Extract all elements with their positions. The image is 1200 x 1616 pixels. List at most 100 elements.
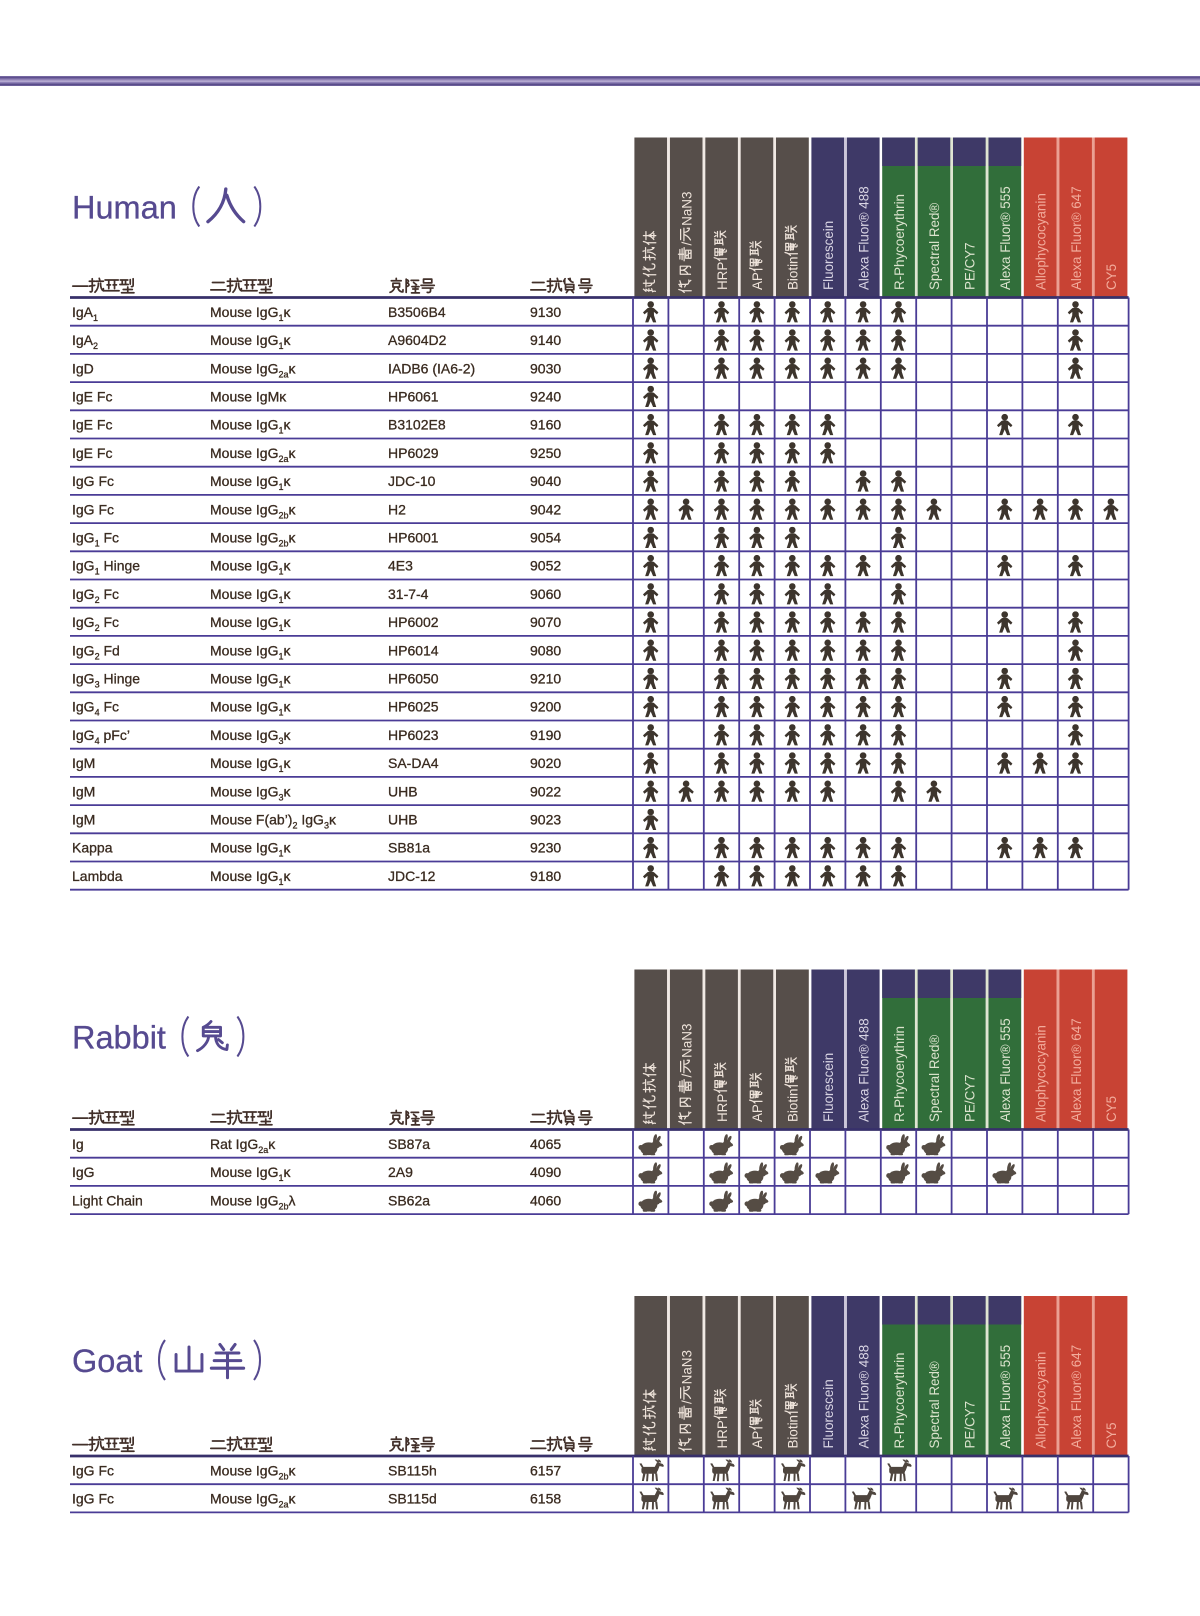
svg-text:9030: 9030 <box>530 360 561 376</box>
svg-text:Alexa Fluor® 488: Alexa Fluor® 488 <box>856 1018 871 1122</box>
svg-text:IgG Fc: IgG Fc <box>72 1462 114 1478</box>
svg-text:IgG1 Fc: IgG1 Fc <box>72 530 119 549</box>
svg-text:IgE Fc: IgE Fc <box>72 389 112 405</box>
svg-text:SB87a: SB87a <box>388 1136 430 1152</box>
svg-text:Mouse IgG1κ: Mouse IgG1κ <box>210 699 292 718</box>
svg-text:R-Phycoerythrin: R-Phycoerythrin <box>892 1026 907 1122</box>
svg-text:UHB: UHB <box>388 783 418 799</box>
svg-text:IgG Fc: IgG Fc <box>72 473 114 489</box>
svg-text:/: / <box>679 1074 694 1078</box>
svg-text:Mouse IgG2bκ: Mouse IgG2bκ <box>210 1462 297 1481</box>
svg-text:AP: AP <box>750 1431 765 1449</box>
svg-text:IgG1 Hinge: IgG1 Hinge <box>72 558 140 577</box>
svg-text:4E3: 4E3 <box>388 558 413 574</box>
svg-text:9160: 9160 <box>530 417 561 433</box>
svg-text:Alexa Fluor® 488: Alexa Fluor® 488 <box>856 186 871 290</box>
svg-text:9022: 9022 <box>530 783 561 799</box>
svg-text:JDC-12: JDC-12 <box>388 868 436 884</box>
svg-text:HP6025: HP6025 <box>388 699 439 715</box>
svg-text:Rat IgG2aκ: Rat IgG2aκ <box>210 1136 276 1155</box>
svg-text:IgM: IgM <box>72 783 95 799</box>
svg-text:UHB: UHB <box>388 812 418 828</box>
svg-text:H2: H2 <box>388 501 406 517</box>
svg-text:Mouse IgG1κ: Mouse IgG1κ <box>210 642 292 661</box>
svg-text:SB115d: SB115d <box>388 1491 437 1507</box>
svg-text:Spectral Red®: Spectral Red® <box>927 203 942 290</box>
svg-text:Mouse F(ab’)2 IgG3κ: Mouse F(ab’)2 IgG3κ <box>210 812 337 831</box>
svg-text:Mouse IgG2bκ: Mouse IgG2bκ <box>210 530 297 549</box>
svg-text:Mouse IgG1κ: Mouse IgG1κ <box>210 332 292 351</box>
svg-text:9200: 9200 <box>530 699 561 715</box>
svg-text:Ig: Ig <box>72 1136 84 1152</box>
svg-text:9230: 9230 <box>530 840 561 856</box>
svg-text:Alexa Fluor® 488: Alexa Fluor® 488 <box>856 1345 871 1449</box>
svg-text:Rabbit: Rabbit <box>72 1020 166 1056</box>
svg-text:6158: 6158 <box>530 1491 561 1507</box>
svg-text:NaN3: NaN3 <box>679 192 694 226</box>
svg-text:HP6050: HP6050 <box>388 671 439 687</box>
svg-text:Spectral Red®: Spectral Red® <box>927 1361 942 1448</box>
svg-text:IgG2 Fc: IgG2 Fc <box>72 614 119 633</box>
svg-text:Mouse IgG2bλ: Mouse IgG2bλ <box>210 1192 296 1211</box>
svg-text:Mouse IgG1κ: Mouse IgG1κ <box>210 614 292 633</box>
svg-text:Mouse IgG1κ: Mouse IgG1κ <box>210 417 292 436</box>
svg-text:IgA1: IgA1 <box>72 304 98 323</box>
svg-text:Light Chain: Light Chain <box>72 1192 143 1208</box>
svg-text:9250: 9250 <box>530 445 561 461</box>
svg-text:Mouse IgG2aκ: Mouse IgG2aκ <box>210 1491 297 1510</box>
svg-text:9023: 9023 <box>530 812 561 828</box>
svg-text:CY5: CY5 <box>1104 1422 1119 1448</box>
svg-text:IgM: IgM <box>72 812 95 828</box>
svg-text:IADB6 (IA6-2): IADB6 (IA6-2) <box>388 360 475 376</box>
svg-text:9080: 9080 <box>530 642 561 658</box>
svg-text:Biotin: Biotin <box>786 1415 801 1449</box>
svg-text:IgE Fc: IgE Fc <box>72 445 112 461</box>
svg-text:IgA2: IgA2 <box>72 332 98 351</box>
svg-text:/: / <box>679 1400 694 1404</box>
svg-text:Mouse IgG1κ: Mouse IgG1κ <box>210 586 292 605</box>
svg-text:IgM: IgM <box>72 755 95 771</box>
svg-text:HP6014: HP6014 <box>388 642 439 658</box>
svg-text:6157: 6157 <box>530 1462 561 1478</box>
svg-text:NaN3: NaN3 <box>679 1024 694 1058</box>
svg-text:Mouse IgG1κ: Mouse IgG1κ <box>210 671 292 690</box>
svg-text:Spectral Red®: Spectral Red® <box>927 1035 942 1122</box>
svg-text:Alexa Fluor® 555: Alexa Fluor® 555 <box>998 1018 1013 1122</box>
svg-text:Allophycocyanin: Allophycocyanin <box>1033 1352 1048 1449</box>
svg-text:Alexa Fluor® 555: Alexa Fluor® 555 <box>998 186 1013 290</box>
svg-text:HRP: HRP <box>715 1420 730 1448</box>
svg-text:SB115h: SB115h <box>388 1462 437 1478</box>
svg-text:9052: 9052 <box>530 558 561 574</box>
svg-text:Mouse IgG2aκ: Mouse IgG2aκ <box>210 360 297 379</box>
svg-text:4060: 4060 <box>530 1192 561 1208</box>
svg-text:AP: AP <box>750 1104 765 1122</box>
svg-text:9070: 9070 <box>530 614 561 630</box>
svg-text:4065: 4065 <box>530 1136 561 1152</box>
svg-text:Alexa Fluor® 647: Alexa Fluor® 647 <box>1069 1345 1084 1449</box>
svg-text:IgG2 Fc: IgG2 Fc <box>72 586 119 605</box>
svg-text:Kappa: Kappa <box>72 840 113 856</box>
svg-text:9180: 9180 <box>530 868 561 884</box>
svg-text:PE/CY7: PE/CY7 <box>963 1074 978 1122</box>
svg-text:CY5: CY5 <box>1104 264 1119 290</box>
svg-text:HP6029: HP6029 <box>388 445 439 461</box>
svg-text:Fluorescein: Fluorescein <box>821 1053 836 1122</box>
svg-text:Alexa Fluor® 555: Alexa Fluor® 555 <box>998 1345 1013 1449</box>
svg-text:Goat: Goat <box>72 1343 142 1379</box>
svg-text:Mouse IgG1κ: Mouse IgG1κ <box>210 755 292 774</box>
svg-text:Mouse IgG3κ: Mouse IgG3κ <box>210 727 292 746</box>
svg-text:Mouse IgMκ: Mouse IgMκ <box>210 389 287 405</box>
svg-text:HP6023: HP6023 <box>388 727 439 743</box>
svg-text:Mouse IgG2aκ: Mouse IgG2aκ <box>210 445 297 464</box>
svg-text:9240: 9240 <box>530 389 561 405</box>
svg-text:PE/CY7: PE/CY7 <box>963 1401 978 1449</box>
svg-text:A9604D2: A9604D2 <box>388 332 447 348</box>
svg-text:Mouse IgG2bκ: Mouse IgG2bκ <box>210 501 297 520</box>
svg-text:IgG: IgG <box>72 1164 95 1180</box>
svg-text:Alexa Fluor® 647: Alexa Fluor® 647 <box>1069 186 1084 290</box>
svg-text:31-7-4: 31-7-4 <box>388 586 429 602</box>
svg-text:IgG4 pFc’: IgG4 pFc’ <box>72 727 130 746</box>
svg-text:9040: 9040 <box>530 473 561 489</box>
svg-text:IgG4 Fc: IgG4 Fc <box>72 699 119 718</box>
svg-text:HP6061: HP6061 <box>388 389 439 405</box>
